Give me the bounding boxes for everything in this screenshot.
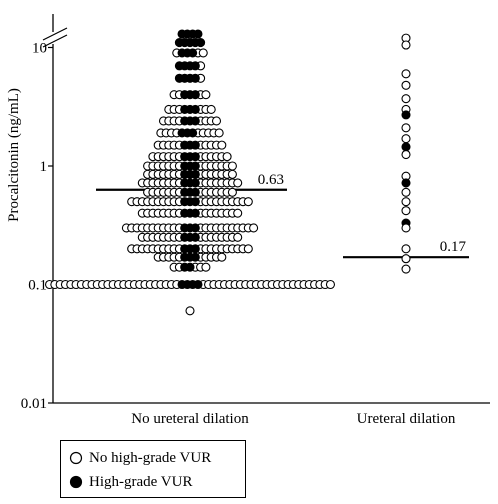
data-point-open xyxy=(325,279,336,290)
y-axis-label: Procalcitonin (ng/mL) xyxy=(6,88,22,222)
legend-label: High-grade VUR xyxy=(89,473,193,490)
data-point-open xyxy=(217,252,227,262)
data-point-open xyxy=(214,128,224,138)
data-point-open xyxy=(401,187,411,197)
data-point-filled xyxy=(190,61,200,71)
data-point-open xyxy=(401,123,411,133)
data-point-open xyxy=(401,40,411,50)
data-point-open xyxy=(233,178,243,188)
open-circle-icon xyxy=(69,451,83,465)
data-point-open xyxy=(401,197,411,207)
axes: 0.01 0.1 1 10 No ureteral dilation Ureteral d… xyxy=(21,14,490,427)
legend-item-high-grade-vur: High-grade VUR xyxy=(69,472,192,492)
data-point-filled xyxy=(196,38,206,48)
data-point-open xyxy=(243,244,253,254)
data-point-open xyxy=(401,254,411,264)
axis-break-mark xyxy=(42,27,68,41)
data-point-filled xyxy=(193,279,203,290)
data-point-filled xyxy=(190,244,200,254)
data-point-filled xyxy=(193,29,203,39)
data-point-open xyxy=(243,197,253,207)
y-tick-label: 1 xyxy=(40,159,48,175)
y-tick-label: 10 xyxy=(32,41,47,57)
y-tick-label: 0.01 xyxy=(21,396,47,412)
data-point-open xyxy=(201,262,211,272)
data-point-filled xyxy=(401,178,411,188)
data-point-open xyxy=(217,140,227,150)
data-point-open xyxy=(401,264,411,274)
data-point-filled xyxy=(190,178,200,188)
data-point-filled xyxy=(190,187,200,197)
legend-label: No high-grade VUR xyxy=(89,449,212,466)
data-point-open xyxy=(401,244,411,254)
data-point-filled xyxy=(190,161,200,171)
data-point-open xyxy=(233,208,243,218)
axis-break-mark xyxy=(42,34,68,48)
data-point-filled xyxy=(190,232,200,242)
y-tick-label: 0.1 xyxy=(28,278,47,294)
cutoff-label: 0.63 xyxy=(258,172,284,188)
data-point-filled xyxy=(190,104,200,115)
data-point-open xyxy=(401,149,411,160)
data-point-open xyxy=(222,152,232,162)
data-point-open xyxy=(185,306,195,316)
legend-item-no-high-grade-vur: No high-grade VUR xyxy=(69,448,211,468)
data-point-filled xyxy=(401,110,411,120)
cutoff-label: 0.17 xyxy=(440,239,467,255)
data-points xyxy=(44,29,411,316)
data-point-filled xyxy=(190,116,200,126)
data-point-open xyxy=(249,223,259,233)
data-point-filled xyxy=(190,197,200,207)
data-point-filled xyxy=(190,152,200,162)
x-category-label: No ureteral dilation xyxy=(131,411,249,427)
data-point-open xyxy=(233,232,243,242)
x-category-label: Ureteral dilation xyxy=(357,411,456,427)
data-point-filled xyxy=(190,140,200,150)
data-point-filled xyxy=(190,169,200,179)
data-point-open xyxy=(401,223,411,233)
data-point-filled xyxy=(190,252,200,262)
data-point-filled xyxy=(401,142,411,152)
data-point-open xyxy=(401,134,411,144)
data-point-open xyxy=(206,104,216,115)
data-point-open xyxy=(401,94,411,104)
data-point-open xyxy=(401,80,411,90)
filled-circle-icon xyxy=(69,475,83,489)
data-point-filled xyxy=(190,208,200,218)
data-point-filled xyxy=(190,223,200,233)
data-point-open xyxy=(198,48,208,58)
data-point-filled xyxy=(190,90,200,100)
data-point-open xyxy=(201,90,211,100)
data-point-open xyxy=(227,187,237,197)
data-point-open xyxy=(401,69,411,79)
data-point-filled xyxy=(188,128,198,138)
data-point-open xyxy=(227,161,237,171)
legend: No high-grade VUR High-grade VUR xyxy=(60,440,246,498)
data-point-filled xyxy=(190,73,200,83)
data-point-open xyxy=(211,116,222,126)
data-point-filled xyxy=(188,48,198,58)
data-point-filled xyxy=(185,262,195,272)
data-point-open xyxy=(227,169,237,179)
data-point-open xyxy=(401,206,411,216)
